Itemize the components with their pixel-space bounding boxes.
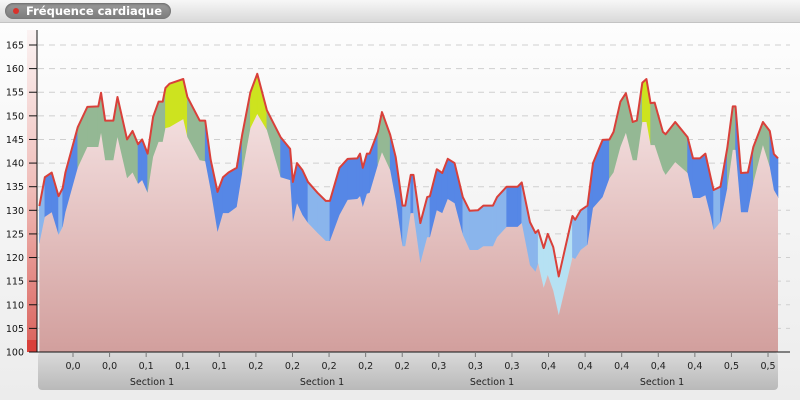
x-tick-label: 0,2 bbox=[358, 361, 373, 372]
y-tick-label: 155 bbox=[6, 88, 24, 99]
zone-band-segment bbox=[650, 102, 655, 146]
y-tick-label: 125 bbox=[6, 229, 24, 240]
zone-band-segment bbox=[44, 171, 53, 218]
x-tick-label: 0,4 bbox=[687, 361, 702, 372]
zone-band-segment bbox=[692, 158, 701, 199]
y-tick-label: 160 bbox=[6, 64, 24, 75]
zone-band-segment bbox=[483, 205, 494, 247]
x-tick-label: 0,4 bbox=[578, 361, 593, 372]
y-tick-label: 105 bbox=[6, 324, 24, 335]
zone-band-segment bbox=[165, 82, 170, 129]
x-tick-label: 0,1 bbox=[139, 361, 154, 372]
zone-band-segment bbox=[740, 172, 749, 213]
x-tick-label: 0,2 bbox=[248, 361, 263, 372]
zone-band-segment bbox=[410, 174, 414, 214]
zone-band-segment bbox=[228, 167, 238, 214]
zone-band-segment bbox=[517, 181, 523, 228]
zone-band-segment bbox=[347, 158, 358, 201]
y-tick-label: 150 bbox=[6, 111, 24, 122]
zone-color-scale-base bbox=[27, 340, 37, 352]
title-bar: Fréquence cardiaque bbox=[0, 0, 800, 23]
zone-band-segment bbox=[169, 78, 184, 128]
x-axis-ticks: 0,0 0,0 0,1 0,1 0,1 0,2 0,2 0,2 0,2 0,2 0,3 0,3 0,3 0… bbox=[65, 352, 776, 372]
x-tick-label: 0,4 bbox=[541, 361, 556, 372]
zone-band-segment bbox=[426, 195, 431, 238]
heart-rate-line[interactable] bbox=[38, 72, 779, 278]
x-tick-label: 0,2 bbox=[322, 361, 337, 372]
zone-band-segment bbox=[477, 204, 484, 251]
x-tick-label: 0,3 bbox=[468, 361, 483, 372]
x-tick-label: 0,4 bbox=[651, 361, 666, 372]
section-label: Section 1 bbox=[640, 377, 684, 388]
x-tick-label: 0,5 bbox=[760, 361, 775, 372]
zone-band-segment bbox=[662, 131, 666, 176]
y-tick-label: 140 bbox=[6, 159, 24, 170]
indicator-dot-icon bbox=[13, 8, 19, 14]
x-tick-label: 0,3 bbox=[431, 361, 446, 372]
section-label: Section 1 bbox=[130, 377, 174, 388]
chart-title: Fréquence cardiaque bbox=[26, 4, 163, 18]
y-tick-label: 120 bbox=[6, 253, 24, 264]
zone-band-segment bbox=[158, 101, 164, 143]
section-label: Section 1 bbox=[300, 377, 344, 388]
zone-band-segment bbox=[222, 171, 229, 214]
x-tick-label: 0,1 bbox=[212, 361, 227, 372]
x-axis-bar bbox=[38, 352, 778, 390]
zone-band-segment bbox=[199, 120, 206, 162]
x-tick-label: 0,4 bbox=[614, 361, 629, 372]
y-tick-label: 135 bbox=[6, 182, 24, 193]
y-axis-ticks: 100 105 110 115 120 125 130 135 140 145 150 155 160 1… bbox=[6, 41, 37, 359]
zone-band-segment bbox=[506, 186, 518, 228]
zone-band-segment bbox=[572, 215, 576, 260]
zone-band-segment bbox=[580, 205, 588, 251]
x-tick-label: 0,3 bbox=[504, 361, 519, 372]
chart-title-pill[interactable]: Fréquence cardiaque bbox=[5, 3, 172, 19]
zone-band-segment bbox=[104, 120, 114, 161]
x-tick-label: 0,2 bbox=[395, 361, 410, 372]
zone-band-segment bbox=[402, 205, 406, 247]
section-label: Section 1 bbox=[470, 377, 514, 388]
zone-band-segment bbox=[137, 138, 143, 185]
y-tick-label: 110 bbox=[6, 300, 24, 311]
zone-band-segment bbox=[325, 200, 331, 242]
zone-band-segment bbox=[469, 209, 479, 251]
y-tick-label: 115 bbox=[6, 277, 24, 288]
x-tick-label: 0,0 bbox=[102, 361, 117, 372]
zone-band-segment bbox=[356, 152, 361, 200]
y-tick-label: 100 bbox=[6, 348, 24, 359]
x-tick-label: 0,2 bbox=[285, 361, 300, 372]
zone-band-segment bbox=[436, 168, 443, 214]
x-tick-label: 0,5 bbox=[724, 361, 739, 372]
zone-band-segment bbox=[699, 152, 706, 199]
zone-band-segment bbox=[87, 106, 99, 148]
x-tick-label: 0,1 bbox=[175, 361, 190, 372]
zone-color-scale bbox=[27, 30, 37, 352]
y-tick-label: 130 bbox=[6, 206, 24, 217]
x-tick-label: 0,0 bbox=[65, 361, 80, 372]
y-tick-label: 165 bbox=[6, 41, 24, 52]
base-area bbox=[39, 113, 779, 352]
section-labels: Section 1 Section 1 Section 1 Section 1 bbox=[130, 377, 684, 388]
y-tick-label: 145 bbox=[6, 135, 24, 146]
zone-band-segment bbox=[366, 153, 370, 195]
zone-band-segment bbox=[773, 153, 779, 199]
zone-band-segment bbox=[632, 120, 638, 161]
zone-band-segment bbox=[447, 158, 455, 204]
